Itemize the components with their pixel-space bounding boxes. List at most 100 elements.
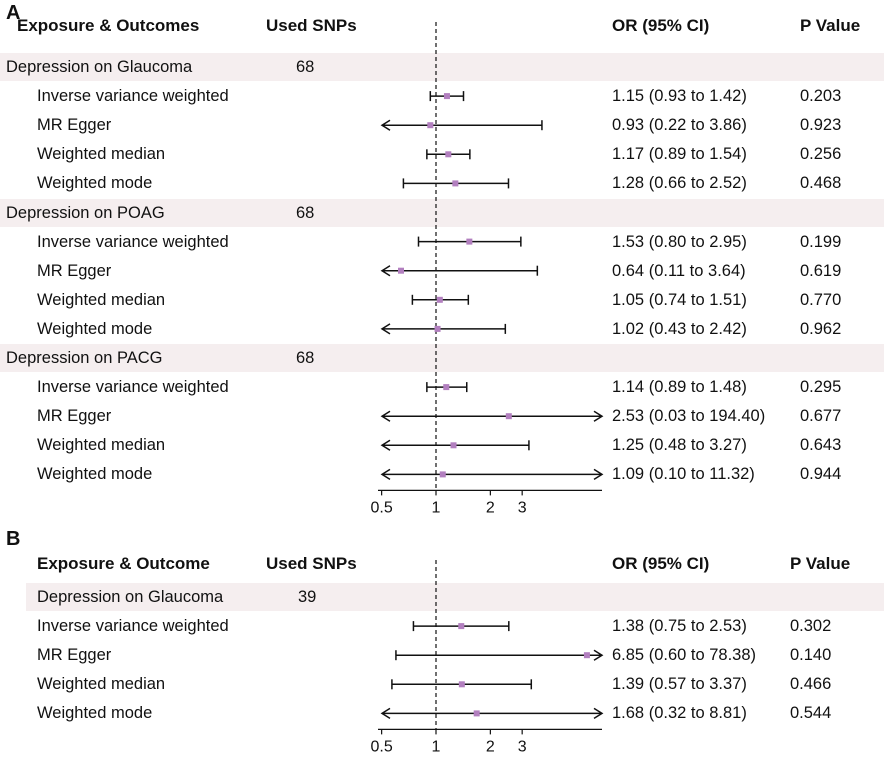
point-estimate-marker	[439, 471, 446, 478]
ci-arrow-left	[380, 119, 391, 131]
point-estimate-marker	[436, 296, 443, 303]
or-ci-text: 1.39 (0.57 to 3.37)	[612, 675, 747, 694]
point-estimate-marker	[450, 442, 457, 449]
panel-b: B Exposure & Outcome Used SNPs OR (95% CI)…	[0, 528, 886, 758]
column-header-or: OR (95% CI)	[612, 554, 710, 573]
ci-arrow-right	[593, 468, 604, 481]
method-label: MR Egger	[37, 646, 112, 665]
x-tick-label: 1	[432, 738, 441, 755]
panel-letter: A	[6, 2, 21, 24]
ci-arrow-left	[380, 439, 391, 451]
column-header-p: P Value	[800, 16, 861, 35]
method-label: MR Egger	[37, 261, 112, 280]
x-tick-label: 2	[486, 499, 495, 516]
x-tick-label: 0.5	[371, 499, 393, 516]
group-band	[0, 344, 884, 372]
forest-plot: 0.5 1 2 3	[371, 560, 604, 755]
point-estimate-marker	[434, 325, 441, 332]
point-estimate-marker	[466, 238, 473, 245]
or-ci-text: 1.09 (0.10 to 11.32)	[612, 465, 755, 484]
p-value-text: 0.944	[800, 465, 842, 484]
ci-arrow-left	[380, 468, 391, 481]
method-label: Inverse variance weighted	[37, 87, 229, 106]
method-label: Inverse variance weighted	[37, 617, 229, 636]
group-label: Depression on Glaucoma	[37, 588, 224, 606]
point-estimate-marker	[452, 180, 459, 187]
method-label: Weighted median	[37, 145, 166, 164]
method-label: Weighted median	[37, 290, 166, 309]
x-tick-label: 3	[518, 499, 527, 516]
p-value-text: 0.677	[800, 407, 842, 426]
p-value-text: 0.619	[800, 261, 842, 280]
point-estimate-marker	[458, 623, 465, 630]
panel-a: A Exposure & Outcomes Used SNPs OR (95% CI…	[0, 2, 884, 516]
or-ci-text: 1.14 (0.89 to 1.48)	[612, 378, 747, 397]
panel-letter: B	[6, 528, 21, 550]
p-value-text: 0.302	[790, 617, 832, 636]
column-header-exposure: Exposure & Outcomes	[17, 16, 200, 35]
point-estimate-marker	[505, 413, 512, 420]
or-ci-text: 1.15 (0.93 to 1.42)	[612, 87, 747, 106]
column-header-p: P Value	[790, 554, 851, 573]
column-header-snps: Used SNPs	[266, 16, 357, 35]
or-ci-text: 1.05 (0.74 to 1.51)	[612, 290, 747, 309]
group-band	[0, 53, 884, 81]
method-label: Inverse variance weighted	[37, 378, 229, 397]
p-value-text: 0.199	[800, 232, 842, 251]
or-ci-text: 1.53 (0.80 to 2.95)	[612, 232, 747, 251]
group-snps: 68	[296, 203, 315, 222]
ci-arrow-right	[593, 410, 604, 422]
group-snps: 68	[296, 349, 315, 367]
group-snps: 68	[296, 58, 315, 76]
ci-arrow-right	[593, 707, 604, 720]
ci-arrow-left	[380, 410, 391, 422]
ci-arrow-left	[380, 265, 391, 277]
p-value-text: 0.203	[800, 87, 842, 106]
method-label: MR Egger	[37, 407, 112, 426]
or-ci-text: 6.85 (0.60 to 78.38)	[612, 646, 757, 665]
or-ci-text: 1.28 (0.66 to 2.52)	[612, 174, 747, 193]
group-label: Depression on PACG	[6, 349, 163, 367]
p-value-text: 0.140	[790, 646, 832, 665]
or-ci-text: 1.02 (0.43 to 2.42)	[612, 319, 747, 338]
column-header-or: OR (95% CI)	[612, 16, 710, 35]
group-band	[26, 583, 884, 611]
or-ci-text: 0.93 (0.22 to 3.86)	[612, 116, 747, 135]
or-ci-text: 1.38 (0.75 to 2.53)	[612, 617, 747, 636]
group-snps: 39	[298, 588, 317, 606]
method-label: Inverse variance weighted	[37, 232, 229, 251]
ci-arrow-left	[380, 323, 391, 335]
forest-plot: 0.5 1 2 3	[371, 22, 604, 516]
x-tick-label: 3	[518, 738, 527, 755]
method-label: Weighted mode	[37, 465, 153, 484]
column-header-snps: Used SNPs	[266, 554, 357, 573]
p-value-text: 0.295	[800, 378, 842, 397]
or-ci-text: 1.17 (0.89 to 1.54)	[612, 145, 747, 164]
p-value-text: 0.466	[790, 675, 832, 694]
p-value-text: 0.923	[800, 116, 842, 135]
or-ci-text: 0.64 (0.11 to 3.64)	[612, 261, 746, 280]
x-tick-label: 2	[486, 738, 495, 755]
p-value-text: 0.643	[800, 436, 842, 455]
p-value-text: 0.256	[800, 145, 842, 164]
x-tick-label: 0.5	[371, 738, 393, 755]
p-value-text: 0.468	[800, 174, 842, 193]
or-ci-text: 1.25 (0.48 to 3.27)	[612, 436, 747, 455]
column-header-exposure: Exposure & Outcome	[37, 554, 210, 573]
x-tick-label: 1	[432, 499, 441, 516]
method-label: Weighted mode	[37, 704, 153, 723]
method-label: Weighted median	[37, 436, 166, 455]
method-label: Weighted mode	[37, 319, 153, 338]
group-band	[0, 198, 884, 227]
p-value-text: 0.962	[800, 319, 842, 338]
point-estimate-marker	[443, 384, 450, 391]
ci-arrow-right	[593, 649, 604, 661]
point-estimate-marker	[583, 652, 590, 659]
p-value-text: 0.544	[790, 704, 832, 723]
or-ci-text: 1.68 (0.32 to 8.81)	[612, 704, 747, 723]
point-estimate-marker	[445, 151, 452, 158]
method-label: Weighted median	[37, 675, 166, 694]
point-estimate-marker	[397, 267, 404, 274]
group-label: Depression on POAG	[6, 203, 165, 222]
p-value-text: 0.770	[800, 290, 842, 309]
